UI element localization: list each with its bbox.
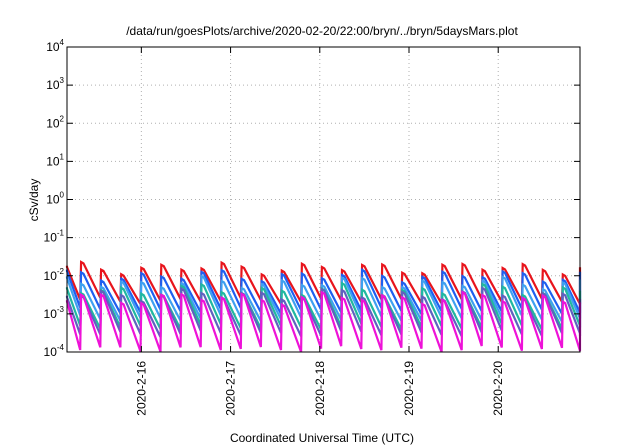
- series-line: [65, 274, 582, 327]
- y-tick-label: 101: [46, 152, 64, 168]
- grid-lines: [67, 47, 580, 352]
- x-tick-label: 2020-2-16: [134, 361, 148, 416]
- y-tick-label: 10-3: [44, 305, 65, 321]
- y-tick-label: 100: [46, 191, 64, 207]
- x-tick-label: 2020-2-19: [402, 361, 416, 416]
- series-line: [65, 260, 582, 308]
- y-tick-label: 102: [46, 114, 64, 130]
- y-tick-label: 10-1: [44, 229, 65, 245]
- series-group: [65, 260, 582, 353]
- y-ticks: 10-4 10-3 10-2 10-1 100 101 102 103 104: [44, 38, 580, 359]
- y-tick-label: 10-2: [44, 267, 65, 283]
- y-tick-label: 103: [46, 76, 64, 92]
- chart-title: /data/run/goesPlots/archive/2020-02-20/2…: [126, 24, 518, 38]
- series-line: [65, 268, 582, 319]
- x-tick-label: 2020-2-18: [313, 361, 327, 416]
- x-axis-label: Coordinated Universal Time (UTC): [230, 431, 414, 445]
- series-line: [65, 290, 582, 353]
- x-tick-label: 2020-2-17: [224, 361, 238, 416]
- y-axis-label: cSv/day: [27, 179, 41, 222]
- x-tick-label: 2020-2-20: [491, 361, 505, 416]
- y-tick-label: 104: [46, 38, 64, 54]
- x-ticks: 2020-2-16 2020-2-17 2020-2-18 2020-2-19 2020…: [134, 47, 505, 416]
- series-line: [65, 286, 582, 338]
- y-tick-label: 10-4: [44, 343, 65, 359]
